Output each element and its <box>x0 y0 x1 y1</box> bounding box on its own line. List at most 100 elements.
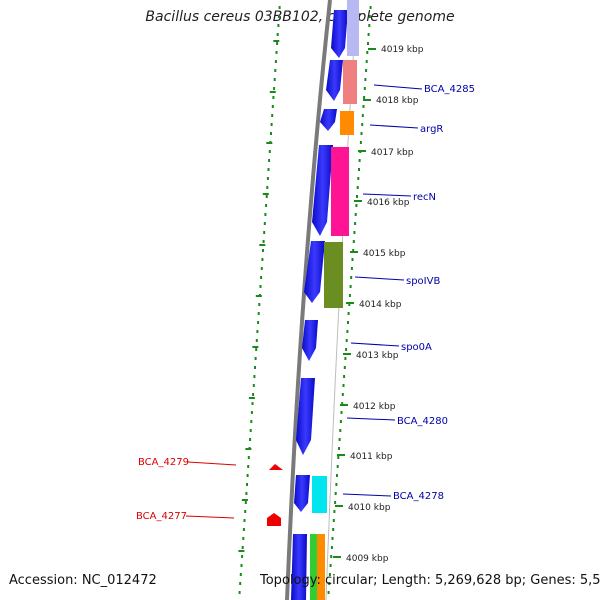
forward-feature-marker <box>269 464 283 470</box>
gene-label[interactable]: recN <box>413 192 436 203</box>
gene-leader-line <box>185 515 235 519</box>
gc-dot <box>261 258 264 261</box>
gc-dot <box>345 348 348 351</box>
cds-arrow <box>326 60 343 101</box>
gc-dot <box>344 357 347 360</box>
gc-dot <box>347 321 349 324</box>
accession-text: Accession: NC_012472 <box>9 573 157 588</box>
gc-dot <box>339 429 342 432</box>
cds-arrow <box>320 109 337 131</box>
gc-dot <box>263 231 266 234</box>
gc-dot <box>244 510 247 513</box>
gc-dot <box>357 177 360 180</box>
gc-dot <box>254 366 256 369</box>
gc-dot <box>260 267 263 270</box>
gc-dot <box>366 51 369 54</box>
genome-title: Bacillus cereus 03BB102, complete genome <box>145 9 455 25</box>
cds-arrow <box>296 378 315 455</box>
gc-dot <box>334 501 337 504</box>
gc-dot <box>336 465 339 468</box>
gc-dot <box>242 528 245 531</box>
gc-dot <box>360 132 363 135</box>
gc-dot <box>367 42 369 45</box>
gc-dot <box>239 582 242 585</box>
gene-label[interactable]: BCA_4277 <box>136 511 187 522</box>
gc-dot <box>341 393 344 396</box>
gc-dot <box>359 141 362 144</box>
gene-label[interactable]: spo0A <box>401 342 432 353</box>
gene-label[interactable]: BCA_4279 <box>138 457 189 468</box>
gc-dot <box>265 195 268 198</box>
gc-dot <box>335 483 338 486</box>
gc-dot <box>265 204 268 207</box>
gc-dot <box>260 276 263 279</box>
tick-label: 4015 kbp <box>363 249 406 259</box>
gc-dot <box>348 294 351 297</box>
gc-dot <box>267 168 270 171</box>
gc-dot <box>268 159 271 162</box>
gc-dot <box>266 186 269 189</box>
gc-dot <box>368 24 371 27</box>
gc-dot <box>275 51 278 54</box>
gc-dot <box>247 465 250 468</box>
gc-dot <box>328 582 331 585</box>
cog-block <box>312 476 327 513</box>
gene-label[interactable]: BCA_4280 <box>397 416 448 427</box>
gc-dash <box>269 91 276 93</box>
gc-dot <box>363 87 366 90</box>
gene-label[interactable]: spoIVB <box>406 276 440 287</box>
gc-dot <box>328 573 331 576</box>
scale-ticks: 4019 kbp 4018 kbp 4017 kbp 4016 kbp 4015… <box>333 45 424 564</box>
gc-dot <box>250 420 253 423</box>
gc-dot <box>343 366 346 369</box>
gc-dot <box>350 276 353 279</box>
gc-dot <box>368 15 371 18</box>
gc-dot <box>341 402 344 405</box>
gene-label[interactable]: BCA_4285 <box>424 84 475 95</box>
cog-block <box>347 0 359 56</box>
gc-dash <box>241 499 248 501</box>
gene-label[interactable]: BCA_4278 <box>393 491 444 502</box>
gene-label[interactable]: argR <box>420 124 443 135</box>
gc-dot <box>271 114 274 117</box>
cog-block <box>343 60 357 104</box>
cds-arrow <box>294 475 310 512</box>
gc-dot <box>345 339 348 342</box>
gc-dot <box>342 384 345 387</box>
gc-dot <box>274 69 277 72</box>
gc-dash <box>259 244 266 246</box>
gc-dot <box>331 537 334 540</box>
cds-arrow <box>304 241 325 303</box>
gene-leader-line <box>350 342 400 347</box>
gc-dot <box>354 213 357 216</box>
gc-dot <box>270 123 273 126</box>
tick-label: 4018 kbp <box>376 96 419 106</box>
backbone-outer <box>285 0 332 600</box>
gc-dot <box>351 258 354 261</box>
tick-label: 4014 kbp <box>359 300 402 310</box>
gc-dot <box>367 33 370 36</box>
gc-dot <box>246 483 248 486</box>
gc-dot <box>333 510 336 513</box>
gc-dot <box>276 33 279 36</box>
tick-label: 4011 kbp <box>350 452 393 462</box>
gc-dot <box>363 96 366 99</box>
cds-arrow <box>312 145 333 236</box>
gene-leader-line <box>187 461 237 466</box>
gc-dot <box>353 231 356 234</box>
cog-block <box>317 534 325 600</box>
gc-dot <box>258 303 261 306</box>
cds-arrow <box>302 320 318 361</box>
gc-dot <box>332 519 335 522</box>
gc-dot <box>256 330 259 333</box>
gene-leader-line <box>373 84 423 90</box>
gc-dot <box>244 501 247 504</box>
gc-dot <box>327 591 330 594</box>
gc-dot <box>255 339 258 342</box>
gc-dot <box>356 195 358 198</box>
tick-label: 4009 kbp <box>346 554 389 564</box>
gc-dot <box>252 384 255 387</box>
tick-label: 4012 kbp <box>353 402 396 412</box>
gc-dot <box>358 159 361 162</box>
cog-block <box>324 242 343 308</box>
